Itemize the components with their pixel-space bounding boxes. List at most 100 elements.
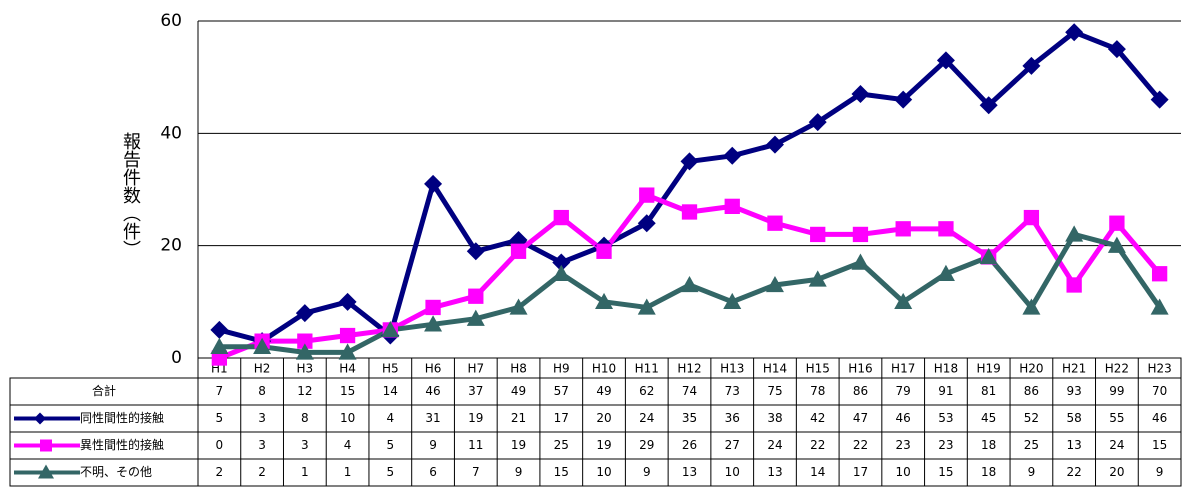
x-tick-label: H4 [339,362,356,376]
marker [424,315,443,332]
table-cell: 52 [1024,411,1039,425]
table-cell: 22 [853,438,868,452]
x-tick-label: H20 [1019,362,1043,376]
table-cell: 46 [425,384,440,398]
legend-marker [34,412,46,425]
marker [1065,23,1084,42]
marker [210,337,229,354]
marker [466,242,485,261]
marker [637,298,656,315]
y-tick-label: 60 [160,11,182,31]
table-cell: 5 [387,465,395,479]
marker [210,320,229,339]
table-cell: 8 [258,384,266,398]
marker [295,343,314,360]
table-cell: 46 [896,411,911,425]
marker [466,309,485,326]
table-cell: 6 [429,465,437,479]
marker [852,226,869,243]
table-cell: 19 [511,438,526,452]
table-cell: 2 [258,465,266,479]
table-cell: 7 [216,384,224,398]
table-cell: 78 [810,384,825,398]
table-cell: 7 [472,465,480,479]
x-tick-label: H22 [1105,362,1129,376]
table-cell: 10 [340,411,355,425]
x-tick-label: H8 [510,362,527,376]
x-tick-label: H23 [1147,362,1171,376]
table-cell: 46 [1152,411,1167,425]
marker [510,243,527,259]
table-cell: 86 [853,384,868,398]
table-cell: 57 [554,384,569,398]
table-cell: 20 [596,411,611,425]
table-cell: 10 [596,465,611,479]
table-cell: 91 [938,384,953,398]
table-cell: 81 [981,384,996,398]
marker [765,135,784,154]
table-cell: 86 [1024,384,1039,398]
table-cell: 17 [853,465,868,479]
table-cell: 13 [767,465,782,479]
table-cell: 47 [853,411,868,425]
table-cell: 10 [725,465,740,479]
table-cell: 24 [1109,438,1124,452]
x-tick-label: H3 [297,362,314,376]
table-cell: 8 [301,411,309,425]
table-cell: 38 [767,411,782,425]
marker [552,253,571,272]
x-tick-label: H19 [977,362,1001,376]
table-cell: 25 [554,438,569,452]
table-cell: 55 [1109,411,1124,425]
marker [1151,266,1168,282]
table-cell: 24 [767,438,782,452]
table-cell: 35 [682,411,697,425]
marker [509,298,528,315]
marker [1065,225,1084,242]
table-cell: 13 [682,465,697,479]
marker [381,320,400,338]
table-cell: 26 [682,438,697,452]
marker [339,327,356,344]
x-tick-label: H14 [763,362,787,376]
marker [895,221,911,237]
table-cell: 0 [216,438,224,452]
marker [552,264,571,281]
marker [596,243,612,259]
marker [1150,298,1169,315]
table-cell: 13 [1067,438,1082,452]
legend-label: 異性間性的接触 [80,437,164,452]
table-cell: 49 [511,384,526,398]
marker [938,221,954,237]
table-cell: 74 [682,384,697,398]
marker [253,337,272,354]
table-cell: 4 [387,411,395,425]
marker [894,292,913,310]
table-cell: 49 [596,384,611,398]
x-tick-label: H17 [891,362,915,376]
table-cell: 4 [344,438,352,452]
marker [338,343,357,360]
table-cell: 11 [468,438,483,452]
marker [680,275,699,293]
marker [639,187,655,203]
table-cell: 9 [515,465,523,479]
table-cell: 22 [810,438,825,452]
table-cell: 22 [1067,465,1082,479]
marker [767,215,783,231]
marker [637,214,656,233]
x-tick-label: H13 [720,362,744,376]
table-cell: 53 [938,411,953,425]
legend-marker [40,439,52,452]
marker [1150,90,1169,109]
marker [724,198,740,214]
marker [765,275,784,293]
x-tick-label: H5 [382,362,399,376]
marker [851,253,870,270]
table-cell: 45 [981,411,996,425]
table-cell: 27 [725,438,740,452]
table-cell: 1 [301,465,309,479]
table-cell: 99 [1109,384,1124,398]
table-cell: 23 [896,438,911,452]
x-tick-label: H16 [848,362,872,376]
